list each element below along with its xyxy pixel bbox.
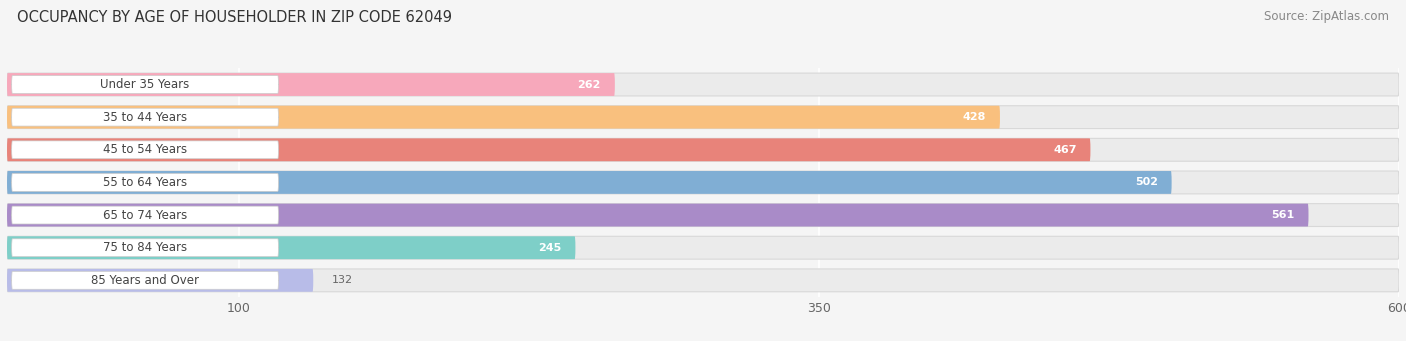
Text: 85 Years and Over: 85 Years and Over [91, 274, 200, 287]
FancyBboxPatch shape [7, 171, 1171, 194]
Text: 561: 561 [1271, 210, 1295, 220]
FancyBboxPatch shape [7, 73, 614, 96]
Text: 35 to 44 Years: 35 to 44 Years [103, 111, 187, 124]
FancyBboxPatch shape [7, 106, 1399, 129]
Text: OCCUPANCY BY AGE OF HOUSEHOLDER IN ZIP CODE 62049: OCCUPANCY BY AGE OF HOUSEHOLDER IN ZIP C… [17, 10, 451, 25]
Text: 502: 502 [1135, 177, 1157, 188]
FancyBboxPatch shape [7, 204, 1399, 226]
Text: 65 to 74 Years: 65 to 74 Years [103, 209, 187, 222]
FancyBboxPatch shape [7, 269, 314, 292]
FancyBboxPatch shape [11, 239, 278, 257]
FancyBboxPatch shape [7, 269, 1399, 292]
Text: Source: ZipAtlas.com: Source: ZipAtlas.com [1264, 10, 1389, 23]
FancyBboxPatch shape [7, 106, 1000, 129]
FancyBboxPatch shape [11, 271, 278, 289]
FancyBboxPatch shape [11, 76, 278, 93]
FancyBboxPatch shape [7, 73, 1399, 96]
Text: 132: 132 [332, 275, 353, 285]
FancyBboxPatch shape [7, 138, 1091, 161]
Text: 245: 245 [538, 243, 561, 253]
FancyBboxPatch shape [7, 236, 1399, 259]
Text: 467: 467 [1053, 145, 1077, 155]
FancyBboxPatch shape [7, 236, 575, 259]
FancyBboxPatch shape [11, 141, 278, 159]
Text: 45 to 54 Years: 45 to 54 Years [103, 143, 187, 156]
FancyBboxPatch shape [11, 206, 278, 224]
FancyBboxPatch shape [11, 174, 278, 191]
Text: 262: 262 [578, 79, 600, 90]
FancyBboxPatch shape [7, 171, 1399, 194]
Text: 75 to 84 Years: 75 to 84 Years [103, 241, 187, 254]
FancyBboxPatch shape [7, 204, 1309, 226]
FancyBboxPatch shape [7, 138, 1399, 161]
Text: Under 35 Years: Under 35 Years [100, 78, 190, 91]
FancyBboxPatch shape [11, 108, 278, 126]
Text: 428: 428 [963, 112, 986, 122]
Text: 55 to 64 Years: 55 to 64 Years [103, 176, 187, 189]
